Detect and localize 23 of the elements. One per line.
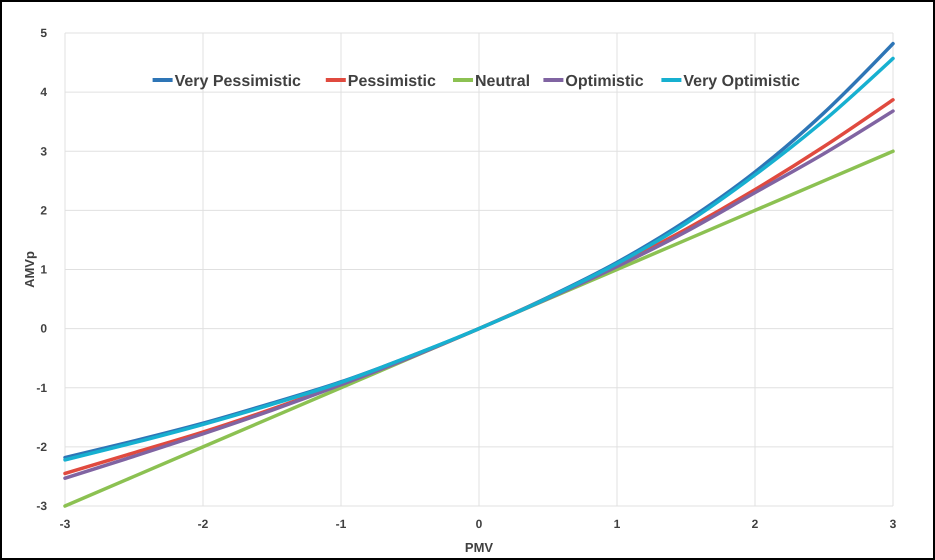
y-tick-label: -3 [36,499,48,513]
x-tick-label: 2 [752,517,759,531]
x-tick-label: 0 [476,517,483,531]
y-tick-label: 2 [40,203,48,218]
y-axis-title: AMVp [22,251,37,288]
x-tick-label: -1 [336,517,347,531]
y-tick-label: 1 [40,262,48,276]
y-tick-label: 5 [40,26,48,40]
x-tick-label: 1 [614,517,621,531]
x-tick-label: 3 [890,517,897,531]
y-tick-label: -2 [36,440,48,454]
y-tick-label: 0 [40,322,48,336]
legend-label: Very Pessimistic [174,73,302,90]
legend-label: Very Optimistic [683,73,800,90]
y-tick-label: 4 [40,85,48,100]
legend-label: Neutral [475,73,530,90]
legend-label: Pessimistic [348,73,436,90]
y-tick-label: -1 [36,380,48,395]
x-axis-title: PMV [464,540,494,555]
y-tick-label: 3 [40,144,48,158]
x-tick-label: -2 [198,517,209,531]
legend-label: Optimistic [565,73,644,90]
x-tick-label: -3 [60,517,71,531]
